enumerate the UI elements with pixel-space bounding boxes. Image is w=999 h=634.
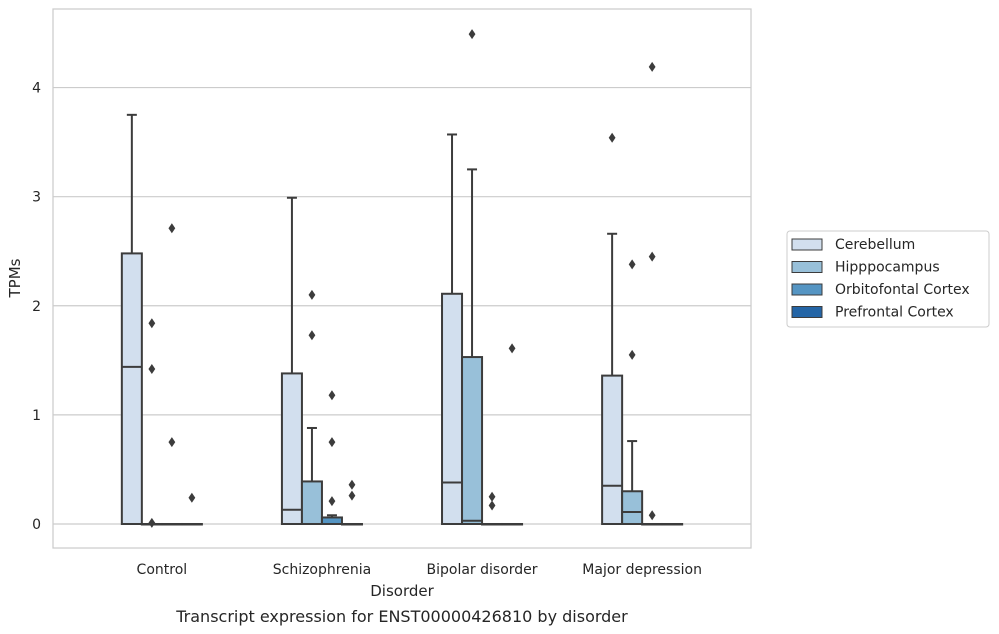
outlier-point [508,343,516,354]
outlier-point [308,289,316,300]
legend-label: Cerebellum [835,237,915,253]
chart-caption: Transcript expression for ENST0000042681… [175,607,628,626]
box [461,356,484,525]
outlier-point [328,437,336,448]
plot-area-background [53,9,751,548]
x-tick-label: Control [137,562,188,578]
box-group [300,289,323,525]
box [300,480,323,525]
box-group [160,223,183,526]
legend-label: Orbitofontal Cortex [835,282,970,298]
box-group [280,196,303,525]
legend-swatch [791,261,823,273]
outlier-point [148,517,156,528]
outlier-point [308,330,316,341]
legend: Cerebellum Hipppocampus Orbitofontal Corte… [786,230,990,328]
outlier-point [488,500,496,511]
outlier-point [168,223,176,234]
outlier-point [628,349,636,360]
box-group [441,133,464,525]
outlier-point [608,132,616,143]
box-group [340,479,363,526]
box-group [120,113,143,525]
outlier-point [168,437,176,448]
box-group [641,61,664,526]
legend-frame [786,230,990,328]
box-group [601,132,624,525]
y-tick-label: 4 [32,81,41,97]
y-tick-label: 1 [32,408,41,424]
x-tick-label: Schizophrenia [273,562,371,578]
plot-area-frame [52,8,752,549]
box-group [140,318,163,528]
outlier-point [468,29,476,40]
x-axis-ticks: Control Schizophrenia Bipolar disorder Majo… [137,562,702,578]
box [601,374,624,525]
box-group [320,390,343,525]
box [621,490,644,525]
box-group [621,259,644,525]
outlier-point [488,491,496,502]
outlier-point [148,318,156,329]
outlier-point [348,479,356,490]
outlier-point [628,259,636,270]
y-tick-label: 2 [32,299,41,315]
x-axis-title: Disorder [370,582,434,600]
box-groups [120,29,684,528]
outlier-point [648,61,656,72]
outlier-point [648,251,656,262]
legend-swatch [791,306,823,318]
box [280,372,303,525]
box-group [180,492,203,526]
outlier-point [328,390,336,401]
y-axis-title: TPMs [6,258,24,298]
box [120,252,143,525]
legend-swatch [791,283,823,296]
x-tick-label: Major depression [582,562,702,578]
legend-swatch [791,238,823,251]
y-tick-label: 0 [32,517,41,533]
legend-label: Hipppocampus [835,260,940,276]
box [441,292,464,525]
box-group [501,343,524,526]
outlier-point [328,496,336,507]
box-group [661,522,684,526]
x-tick-label: Bipolar disorder [427,562,538,578]
outlier-point [148,364,156,375]
outlier-point [648,510,656,521]
y-axis-ticks: 0 1 2 3 4 [32,81,41,533]
legend-label: Prefrontal Cortex [835,305,954,321]
outlier-point [348,490,356,501]
outlier-point [188,492,196,503]
box-group [461,29,484,525]
y-tick-label: 3 [32,190,41,206]
